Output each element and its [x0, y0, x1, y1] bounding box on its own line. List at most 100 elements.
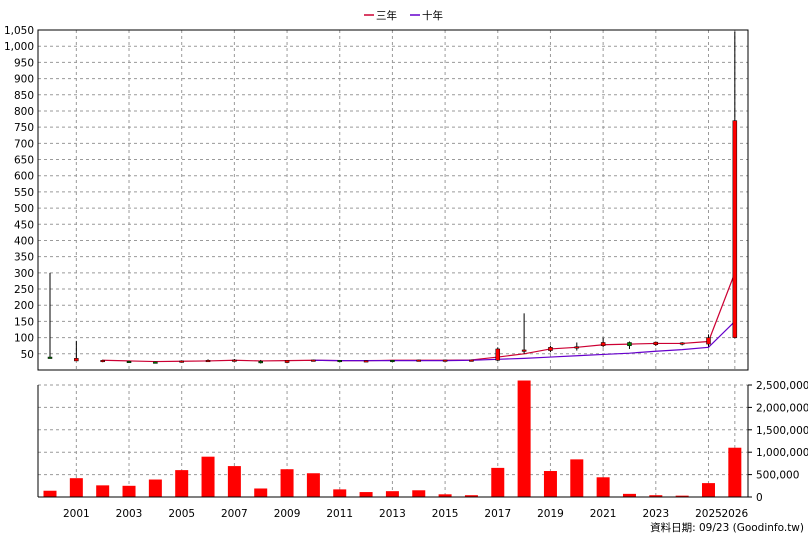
volume-tick-label: 2,000,000 [756, 402, 808, 414]
x-tick-label: 2017 [484, 508, 511, 520]
volume-bar [596, 477, 610, 497]
candle-body [74, 358, 79, 362]
x-tick-label: 2007 [221, 508, 248, 520]
volume-bar [254, 488, 268, 497]
x-tick-label: 2019 [537, 508, 564, 520]
price-tick-label: 400 [14, 235, 34, 247]
price-tick-label: 850 [14, 90, 34, 102]
candle-body [574, 346, 580, 349]
average-line [313, 321, 736, 362]
candle [521, 313, 527, 354]
axes: 50 100 150 200 250 300 350 400 450 500 550 600 650 70… [4, 25, 808, 520]
candle [600, 337, 606, 348]
price-tick-label: 100 [14, 333, 34, 345]
candle-body [311, 359, 316, 362]
candle [126, 360, 132, 364]
x-tick-label: 2005 [168, 508, 195, 520]
candle [337, 359, 342, 363]
volume-bar [675, 495, 689, 497]
candle-body [600, 342, 606, 346]
x-tick-label: 2021 [590, 508, 617, 520]
candle [363, 360, 369, 363]
candle-body [100, 360, 105, 363]
candle-body [495, 348, 501, 361]
grid-layer [38, 29, 748, 497]
candle-body [126, 361, 132, 364]
price-tick-label: 500 [14, 203, 34, 215]
volume-tick-label: 1,000,000 [756, 447, 808, 459]
candle-body [337, 360, 342, 363]
volume-bars [43, 380, 742, 497]
volume-bar [359, 492, 373, 497]
x-tick-label: 2001 [63, 508, 90, 520]
candle-body [548, 347, 553, 351]
price-tick-label: 750 [14, 122, 34, 134]
volume-bar [175, 470, 189, 497]
volume-tick-label: 500,000 [756, 470, 799, 482]
candle-body [390, 360, 395, 363]
volume-bar [543, 471, 557, 497]
volume-bar [69, 478, 83, 497]
volume-bar [227, 466, 241, 497]
candle-body [706, 337, 711, 345]
legend-three-year-label: 三年 [376, 9, 397, 22]
average-line [102, 272, 736, 363]
price-tick-label: 150 [14, 316, 34, 328]
volume-tick-label: 0 [756, 492, 763, 504]
volume-bar [728, 447, 742, 497]
candle [627, 341, 632, 349]
candle-body [469, 359, 474, 362]
candle [284, 359, 290, 364]
candle-body [627, 342, 632, 346]
price-tick-label: 900 [14, 74, 34, 86]
price-tick-label: 250 [14, 284, 34, 296]
price-tick-label: 350 [14, 252, 34, 264]
candle-body [521, 349, 527, 352]
data-date-footer: 資料日期: 09/23 (Goodinfo.tw) [650, 521, 804, 534]
volume-bar [280, 469, 294, 497]
candle [442, 359, 448, 362]
volume-bar [96, 485, 110, 497]
candle-body [47, 356, 53, 359]
candle [574, 342, 580, 351]
candle [548, 345, 553, 353]
legend-ten-year-label: 十年 [422, 9, 443, 22]
candle-body [232, 359, 237, 362]
volume-bar [306, 473, 320, 497]
x-tick-label: 2023 [642, 508, 669, 520]
legend: 三年 十年 [364, 9, 443, 22]
volume-bar [438, 494, 452, 497]
price-tick-label: 1,000 [4, 41, 34, 53]
candle [311, 359, 316, 362]
volume-bar [333, 489, 347, 497]
candle [47, 272, 53, 359]
candle [232, 358, 237, 362]
candle-body [653, 341, 659, 345]
price-plot-frame [37, 29, 749, 371]
volume-bar [517, 380, 531, 497]
price-tick-label: 650 [14, 155, 34, 167]
price-tick-label: 50 [21, 349, 34, 361]
candle-body [153, 361, 158, 364]
price-tick-label: 700 [14, 138, 34, 150]
candle [258, 359, 263, 364]
volume-bar [464, 495, 478, 497]
price-tick-label: 950 [14, 57, 34, 69]
candle [205, 359, 211, 363]
x-tick-label: 2011 [326, 508, 353, 520]
candle-body [679, 342, 685, 345]
candle [732, 31, 738, 339]
volume-bar [622, 493, 636, 497]
candle-body [442, 359, 448, 362]
price-tick-label: 800 [14, 106, 34, 118]
x-tick-label: 2025 [695, 508, 722, 520]
candle-body [179, 360, 184, 363]
average-lines [102, 272, 736, 363]
volume-tick-label: 1,500,000 [756, 425, 808, 437]
volume-bar [201, 456, 215, 497]
x-tick-label: 2015 [432, 508, 459, 520]
volume-bar [412, 490, 426, 497]
candle [679, 342, 685, 346]
candle-body [258, 361, 263, 364]
